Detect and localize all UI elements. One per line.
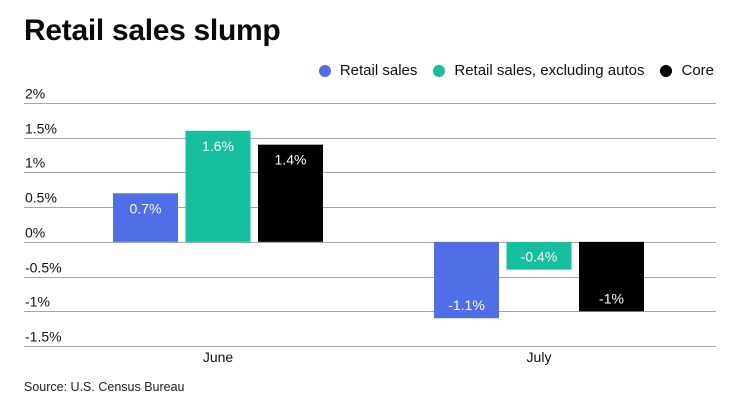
y-tick-label: 1.5%	[25, 121, 57, 137]
legend-dot-icon	[318, 64, 331, 77]
data-label: 1.4%	[275, 152, 307, 168]
legend-item-core: Core	[660, 62, 714, 79]
data-label: -1%	[599, 290, 624, 306]
data-label: 0.7%	[130, 200, 162, 216]
legend-item-retail-sales-ex-autos: Retail sales, excluding autos	[433, 62, 644, 79]
x-axis-labels: June July	[203, 349, 552, 365]
data-label: 1.6%	[202, 138, 234, 154]
x-category-label: June	[203, 349, 234, 365]
y-tick-label: -1%	[25, 294, 50, 310]
bar	[434, 241, 499, 319]
bar	[579, 241, 644, 312]
chart-title: Retail sales slump	[24, 14, 281, 47]
legend-item-retail-sales: Retail sales	[318, 62, 418, 79]
bar	[506, 241, 572, 270]
bars: 0.7% 1.6% 1.4% -1.1% -0.4% -1%	[113, 130, 644, 319]
bar	[113, 193, 178, 242]
data-label: -0.4%	[521, 249, 558, 265]
y-tick-label: -0.5%	[25, 260, 62, 276]
y-tick-label: 0%	[25, 225, 45, 241]
legend: Retail sales Retail sales, excluding aut…	[303, 62, 714, 79]
legend-label: Retail sales, excluding autos	[454, 62, 645, 79]
legend-label: Core	[681, 62, 714, 79]
legend-dot-icon	[660, 64, 673, 77]
bar	[258, 144, 323, 242]
legend-dot-icon	[433, 64, 446, 77]
source-note: Source: U.S. Census Bureau	[24, 380, 185, 394]
x-category-label: July	[527, 349, 552, 365]
data-label: -1.1%	[448, 297, 485, 313]
y-axis-labels: 2% 1.5% 1% 0.5% 0% -0.5% -1% -1.5%	[25, 86, 62, 345]
bar	[185, 130, 251, 242]
y-tick-label: -1.5%	[25, 329, 62, 345]
y-tick-label: 1%	[25, 155, 45, 171]
legend-label: Retail sales	[339, 62, 418, 79]
y-tick-label: 2%	[25, 86, 45, 102]
y-tick-label: 0.5%	[25, 190, 57, 206]
